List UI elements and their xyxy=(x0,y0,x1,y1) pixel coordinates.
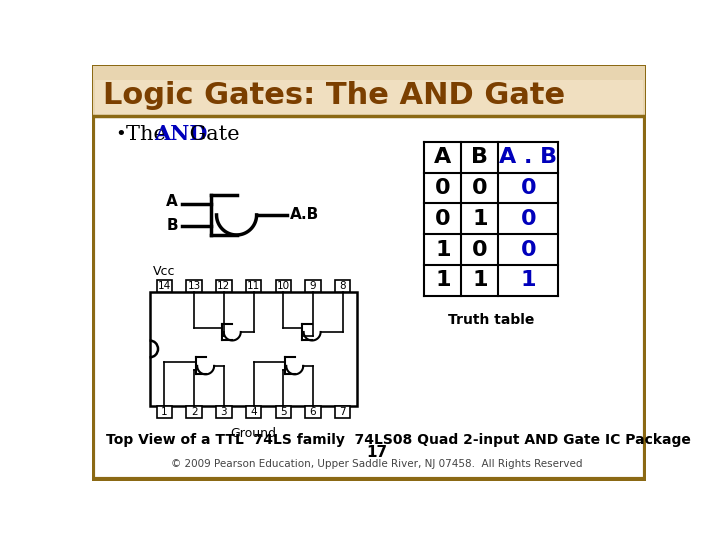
Bar xyxy=(186,406,202,418)
Text: 0: 0 xyxy=(472,178,487,198)
Text: 4: 4 xyxy=(250,407,257,417)
Text: B: B xyxy=(472,147,488,167)
Text: 1: 1 xyxy=(521,271,536,291)
Bar xyxy=(276,406,291,418)
Bar xyxy=(157,406,172,418)
Bar xyxy=(216,406,232,418)
Text: 3: 3 xyxy=(220,407,227,417)
Bar xyxy=(246,280,261,292)
Text: 7: 7 xyxy=(339,407,346,417)
Text: B: B xyxy=(166,218,178,233)
Text: 10: 10 xyxy=(276,281,289,291)
Bar xyxy=(150,292,357,406)
Text: 0: 0 xyxy=(435,178,451,198)
Text: 1: 1 xyxy=(435,271,451,291)
Text: © 2009 Pearson Education, Upper Saddle River, NJ 07458.  All Rights Reserved: © 2009 Pearson Education, Upper Saddle R… xyxy=(171,458,582,469)
Text: 0: 0 xyxy=(521,178,536,198)
Text: 13: 13 xyxy=(187,281,201,291)
Text: 14: 14 xyxy=(158,281,171,291)
Bar xyxy=(305,406,320,418)
Bar xyxy=(186,280,202,292)
Text: Truth table: Truth table xyxy=(449,313,535,327)
Text: AND: AND xyxy=(154,124,207,144)
Bar xyxy=(95,80,643,115)
Bar xyxy=(246,406,261,418)
Text: Ground: Ground xyxy=(230,428,276,441)
Text: 8: 8 xyxy=(339,281,346,291)
Text: Vcc: Vcc xyxy=(153,266,175,279)
Text: 9: 9 xyxy=(310,281,316,291)
Text: 1: 1 xyxy=(435,240,451,260)
Text: 17: 17 xyxy=(366,444,387,460)
Bar xyxy=(305,280,320,292)
Text: 0: 0 xyxy=(472,240,487,260)
Bar xyxy=(335,406,351,418)
Bar xyxy=(276,280,291,292)
Text: A: A xyxy=(166,194,178,208)
Text: A . B: A . B xyxy=(500,147,557,167)
Text: The: The xyxy=(127,125,173,144)
Text: Gate: Gate xyxy=(184,125,240,144)
Bar xyxy=(335,280,351,292)
Bar xyxy=(94,66,644,117)
Text: 5: 5 xyxy=(280,407,287,417)
Text: Logic Gates: The AND Gate: Logic Gates: The AND Gate xyxy=(104,81,565,110)
Text: 11: 11 xyxy=(247,281,260,291)
Bar xyxy=(216,280,232,292)
Text: 1: 1 xyxy=(472,271,487,291)
Text: 0: 0 xyxy=(435,209,451,229)
Text: 12: 12 xyxy=(217,281,230,291)
Text: •: • xyxy=(115,125,126,143)
Text: 1: 1 xyxy=(161,407,168,417)
Text: A: A xyxy=(434,147,451,167)
Text: 1: 1 xyxy=(472,209,487,229)
Text: 0: 0 xyxy=(521,240,536,260)
Text: 0: 0 xyxy=(521,209,536,229)
Text: Top View of a TTL  74LS family  74LS08 Quad 2-input AND Gate IC Package: Top View of a TTL 74LS family 74LS08 Qua… xyxy=(106,433,690,447)
Text: 6: 6 xyxy=(310,407,316,417)
Text: 2: 2 xyxy=(191,407,197,417)
Bar xyxy=(157,280,172,292)
Text: A.B: A.B xyxy=(289,207,319,222)
